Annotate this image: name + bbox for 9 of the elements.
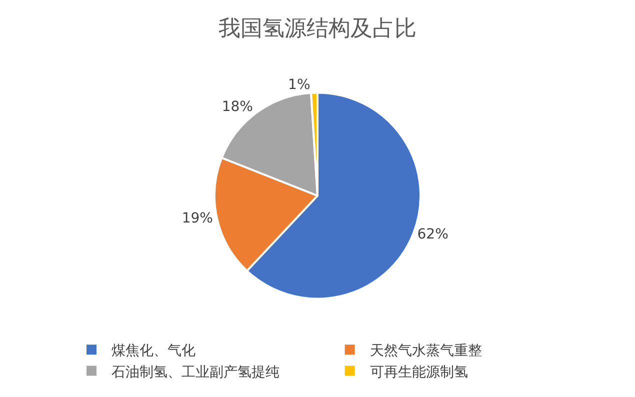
legend-label: 天然气水蒸气重整 bbox=[370, 343, 482, 360]
data-label: 62% bbox=[417, 226, 448, 243]
data-label: 1% bbox=[288, 76, 310, 93]
data-label: 19% bbox=[182, 210, 213, 227]
chart-title: 我国氢源结构及占比 bbox=[218, 16, 416, 42]
data-label: 18% bbox=[222, 99, 253, 116]
legend-label: 煤焦化、气化 bbox=[112, 343, 196, 360]
legend-label: 石油制氢、工业副产氢提纯 bbox=[112, 364, 280, 380]
legend-label: 可再生能源制氢 bbox=[370, 364, 468, 380]
